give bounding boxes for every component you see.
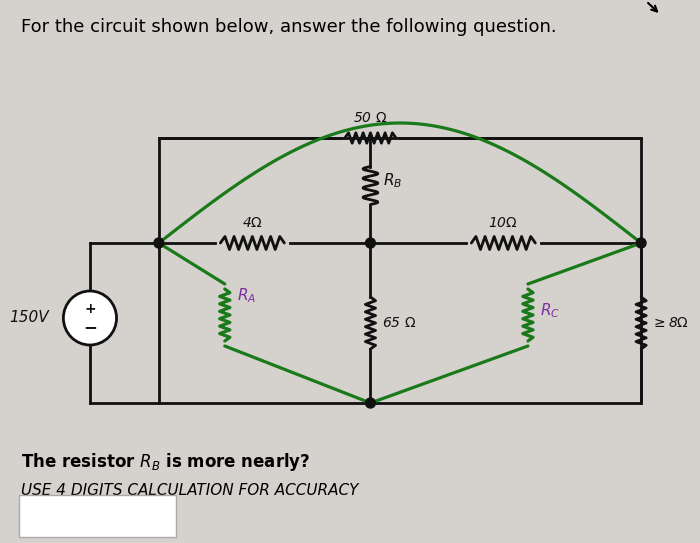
Text: +: + bbox=[84, 302, 96, 316]
Circle shape bbox=[636, 238, 646, 248]
Text: 10$\Omega$: 10$\Omega$ bbox=[489, 216, 518, 230]
Text: USE 4 DIGITS CALCULATION FOR ACCURACY: USE 4 DIGITS CALCULATION FOR ACCURACY bbox=[21, 483, 358, 498]
Text: The resistor $R_B$ is more nearly?: The resistor $R_B$ is more nearly? bbox=[21, 451, 311, 473]
Text: −: − bbox=[83, 318, 97, 336]
Text: $R_B$: $R_B$ bbox=[384, 171, 402, 190]
Circle shape bbox=[365, 238, 375, 248]
Circle shape bbox=[64, 291, 116, 345]
Text: $\geq$8$\Omega$: $\geq$8$\Omega$ bbox=[651, 316, 689, 330]
Circle shape bbox=[365, 398, 375, 408]
Text: 150V: 150V bbox=[9, 311, 48, 325]
Circle shape bbox=[154, 238, 164, 248]
Text: $R_C$: $R_C$ bbox=[540, 301, 560, 320]
Text: 4$\Omega$: 4$\Omega$ bbox=[242, 216, 262, 230]
Text: $R_A$: $R_A$ bbox=[237, 286, 256, 305]
Text: 65 $\Omega$: 65 $\Omega$ bbox=[382, 316, 416, 330]
Text: 50 $\Omega$: 50 $\Omega$ bbox=[354, 111, 388, 125]
FancyBboxPatch shape bbox=[19, 495, 176, 537]
Text: For the circuit shown below, answer the following question.: For the circuit shown below, answer the … bbox=[21, 18, 556, 36]
